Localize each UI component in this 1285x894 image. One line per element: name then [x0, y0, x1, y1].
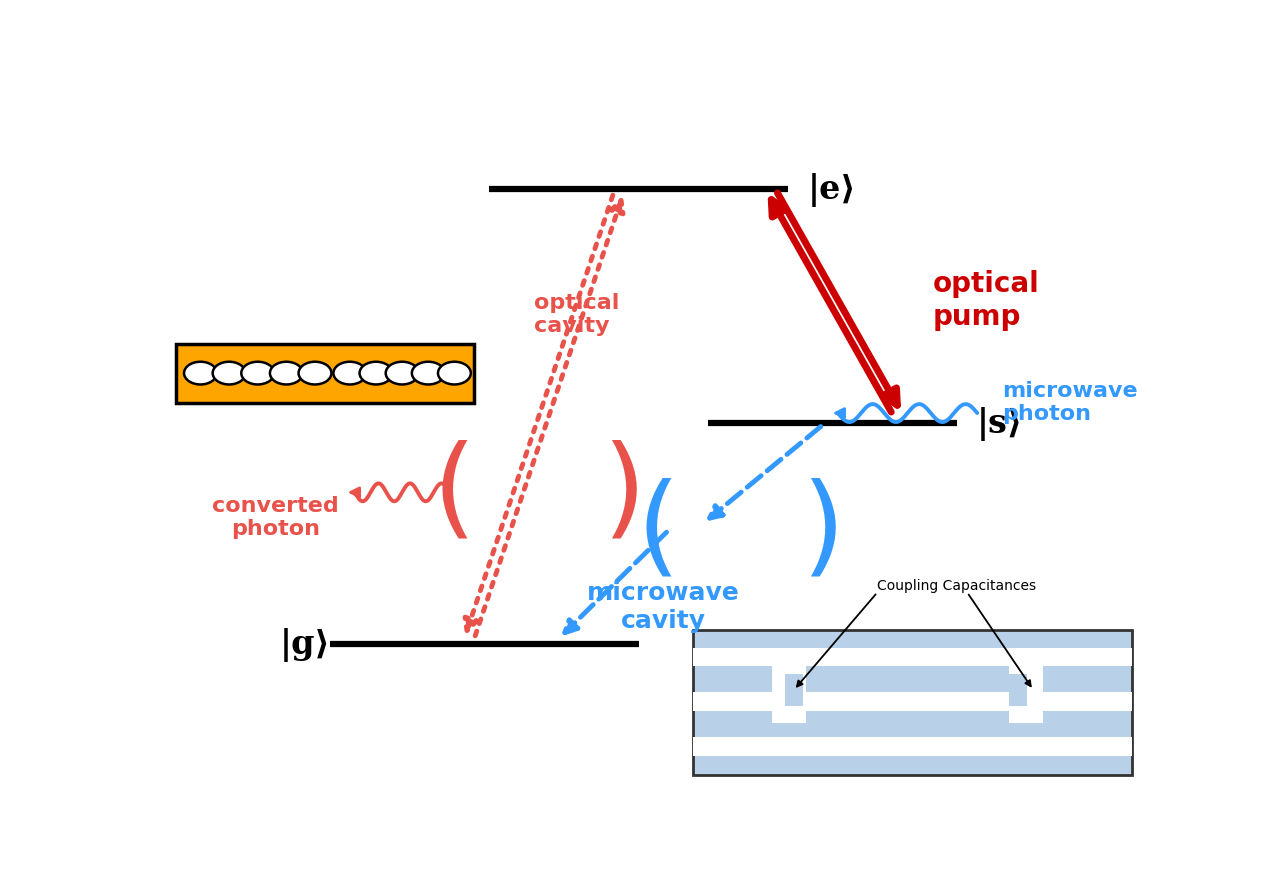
Text: ): )	[601, 439, 645, 546]
Text: optical
cavity: optical cavity	[535, 292, 619, 335]
Bar	[772, 658, 806, 723]
Text: (: (	[433, 439, 475, 546]
Text: microwave
cavity: microwave cavity	[587, 580, 740, 632]
Bar	[176, 345, 474, 403]
Text: (: (	[637, 477, 680, 584]
Text: |g⟩: |g⟩	[280, 628, 330, 662]
Circle shape	[270, 362, 303, 385]
Circle shape	[333, 362, 366, 385]
Bar	[694, 738, 1132, 756]
Circle shape	[386, 362, 419, 385]
Text: |e⟩: |e⟩	[808, 173, 857, 207]
Text: Coupling Capacitances: Coupling Capacitances	[878, 578, 1037, 593]
Circle shape	[184, 362, 217, 385]
Bar	[694, 648, 1132, 667]
Circle shape	[411, 362, 445, 385]
Circle shape	[212, 362, 245, 385]
Text: optical
pump: optical pump	[933, 270, 1040, 330]
Bar	[785, 674, 803, 706]
Circle shape	[438, 362, 470, 385]
Text: ): )	[801, 477, 844, 584]
Bar	[1009, 674, 1027, 706]
Circle shape	[360, 362, 392, 385]
Text: converted
photon: converted photon	[212, 495, 338, 538]
Circle shape	[242, 362, 274, 385]
Text: microwave
photon: microwave photon	[1002, 380, 1137, 424]
Bar	[1009, 658, 1042, 723]
Text: |s⟩: |s⟩	[978, 407, 1023, 441]
Bar	[694, 693, 1132, 712]
Circle shape	[298, 362, 332, 385]
Bar	[694, 630, 1132, 775]
